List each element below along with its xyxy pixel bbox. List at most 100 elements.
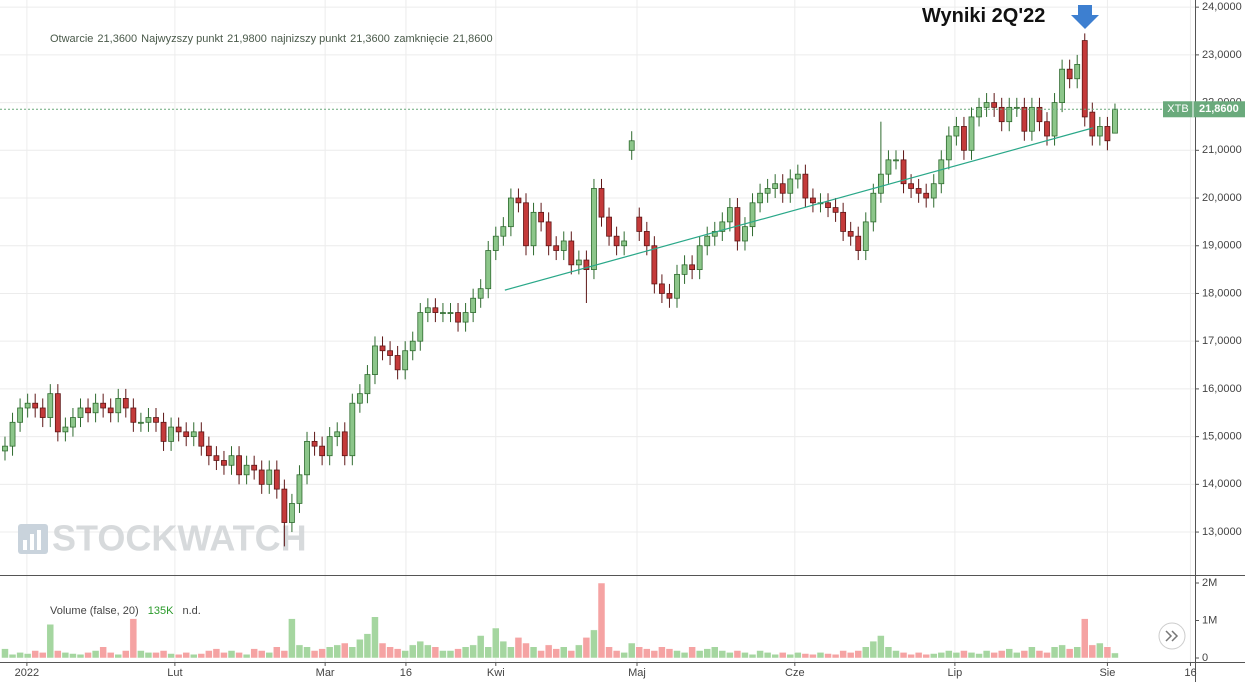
- candle-body: [9, 421, 16, 447]
- candle-body: [47, 393, 54, 418]
- volume-bar: [1, 648, 9, 659]
- volume-bar: [839, 650, 847, 659]
- volume-bar: [733, 650, 742, 659]
- candle-body: [643, 231, 650, 247]
- volume-bar: [1096, 642, 1104, 659]
- volume-bar: [61, 652, 70, 659]
- candle-body: [236, 455, 242, 476]
- x-tick-label: Lip: [948, 667, 963, 679]
- volume-bar: [257, 650, 266, 659]
- candle-body: [976, 106, 982, 118]
- candle-body: [575, 259, 582, 266]
- candle-body: [319, 445, 326, 457]
- candle-body: [1112, 108, 1118, 134]
- candle-body: [1006, 106, 1013, 123]
- volume-tick-label: 0: [1202, 652, 1208, 664]
- candle-body: [24, 402, 31, 409]
- volume-bar: [658, 646, 666, 659]
- candle-body: [334, 431, 341, 438]
- candle-body: [432, 307, 439, 313]
- candle-body: [915, 188, 922, 194]
- legend-name: najnizszy punkt: [270, 33, 347, 45]
- candle-body: [636, 216, 643, 232]
- volume-bar: [416, 640, 425, 659]
- volume-last: 135K: [147, 605, 174, 617]
- candle-body: [923, 192, 930, 199]
- candle-body: [961, 126, 967, 151]
- candle-body: [840, 211, 847, 232]
- candle-body: [266, 469, 273, 485]
- volume-bar: [288, 618, 296, 659]
- volume-bar: [114, 654, 122, 659]
- candle-body: [734, 207, 741, 242]
- volume-bar: [1050, 646, 1059, 659]
- legend-value: 21,8600: [452, 33, 493, 45]
- candle-body: [704, 235, 711, 247]
- candle-body: [289, 503, 295, 523]
- candle-body: [32, 402, 39, 409]
- volume-bar: [869, 640, 878, 659]
- candle-body: [515, 197, 522, 204]
- volume-bar: [333, 644, 341, 659]
- y-tick-label: 18,0000: [1202, 287, 1242, 299]
- volume-bar: [801, 653, 810, 659]
- legend-value: 21,3600: [97, 33, 138, 45]
- candle-body: [1029, 106, 1035, 132]
- volume-bar: [69, 653, 77, 659]
- candle-body: [39, 407, 46, 418]
- volume-bar: [84, 652, 92, 659]
- candle-body: [998, 106, 1005, 123]
- candle-body: [364, 374, 371, 395]
- candle-body: [757, 192, 763, 204]
- x-tick-label: Mar: [316, 667, 335, 679]
- candle-body: [507, 197, 514, 228]
- candle-body: [455, 312, 461, 323]
- volume-bar: [1043, 652, 1051, 659]
- volume-bar: [469, 644, 477, 659]
- candle-body: [485, 250, 492, 290]
- scroll-button[interactable]: [1158, 622, 1186, 650]
- candle-body: [213, 455, 220, 461]
- volume-name: Volume (false, 20): [50, 605, 139, 617]
- volume-bar: [726, 652, 734, 659]
- candle-body: [417, 312, 424, 342]
- volume-bar: [695, 650, 704, 659]
- volume-bar: [507, 646, 515, 659]
- volume-bar: [703, 648, 711, 659]
- volume-bar: [227, 650, 236, 659]
- candle-body: [613, 235, 620, 247]
- candle-body: [893, 159, 899, 162]
- volume-bar: [76, 654, 85, 659]
- volume-bar: [1005, 648, 1013, 659]
- candle-body: [598, 188, 605, 218]
- candle-body: [983, 102, 990, 108]
- volume-bar: [129, 618, 138, 659]
- volume-bar: [718, 650, 727, 659]
- annotation-arrow: [1071, 5, 1099, 29]
- volume-bar: [673, 650, 681, 659]
- candle-body: [273, 469, 280, 490]
- candle-body: [379, 345, 386, 352]
- volume-bar: [899, 652, 908, 659]
- candle-body: [394, 355, 401, 371]
- volume-bar: [174, 654, 183, 659]
- candle-body: [402, 350, 409, 371]
- candle-body: [130, 407, 137, 423]
- y-tick-label: 14,0000: [1202, 478, 1242, 490]
- candle-body: [666, 293, 673, 299]
- scroll-button-icon[interactable]: [1165, 630, 1179, 642]
- trendline: [504, 127, 1094, 291]
- candle-body: [938, 159, 945, 185]
- volume-bar: [91, 650, 100, 659]
- candle-body: [930, 183, 937, 199]
- y-tick-label: 17,0000: [1202, 335, 1242, 347]
- candle-body: [62, 426, 69, 433]
- volume-bar: [922, 654, 930, 659]
- volume-status: n.d.: [182, 605, 201, 617]
- candle-body: [900, 159, 907, 185]
- candle-body: [183, 431, 190, 438]
- candle-body: [568, 240, 575, 266]
- volume-bar: [960, 650, 968, 659]
- volume-bar: [280, 650, 289, 659]
- candle-body: [764, 188, 771, 194]
